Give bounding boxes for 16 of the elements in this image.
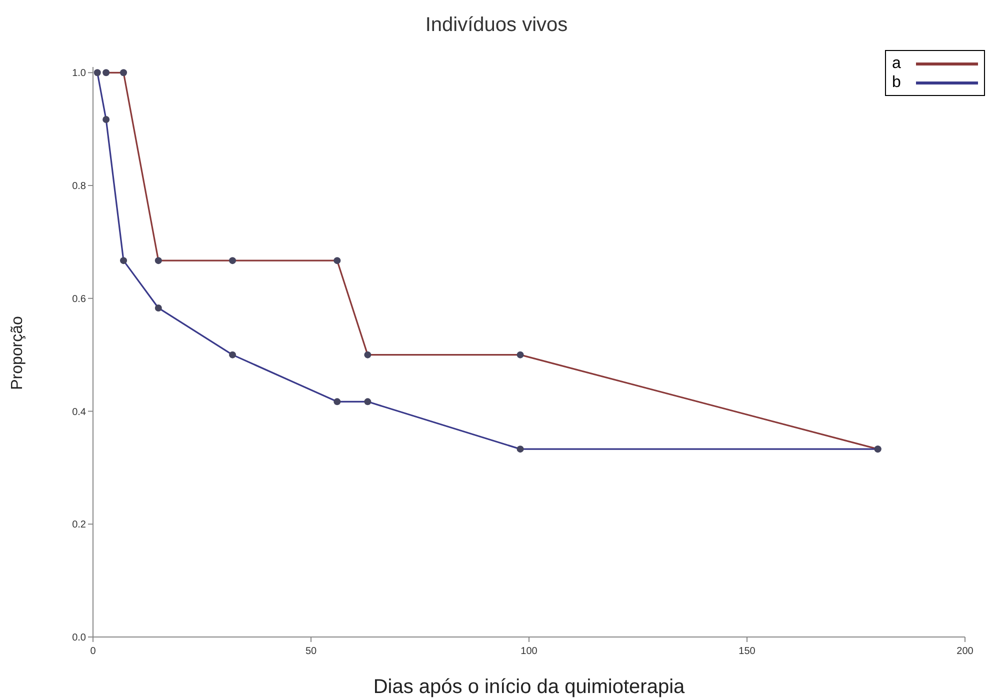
y-tick-label: 0.0 [72,632,86,644]
y-axis-title: Proporção [9,316,27,390]
chart-title: Indivíduos vivos [424,14,569,37]
x-tick-label: 50 [305,646,317,657]
x-tick-label: 100 [520,646,538,657]
y-tick-label: 0.6 [72,294,86,305]
x-axis-title: Dias após o início da quimioterapia [372,676,686,698]
x-tick-label: 200 [956,646,974,657]
y-tick-label: 1.0 [72,68,86,80]
y-tick-label: 0.8 [72,181,86,192]
x-tick-label: 0 [90,646,96,657]
x-tick-label: 150 [738,646,756,657]
legend-label: a [892,54,902,73]
y-tick-label: 0.4 [72,406,86,418]
y-tick-label: 0.2 [72,520,86,531]
legend-label: b [892,73,902,92]
